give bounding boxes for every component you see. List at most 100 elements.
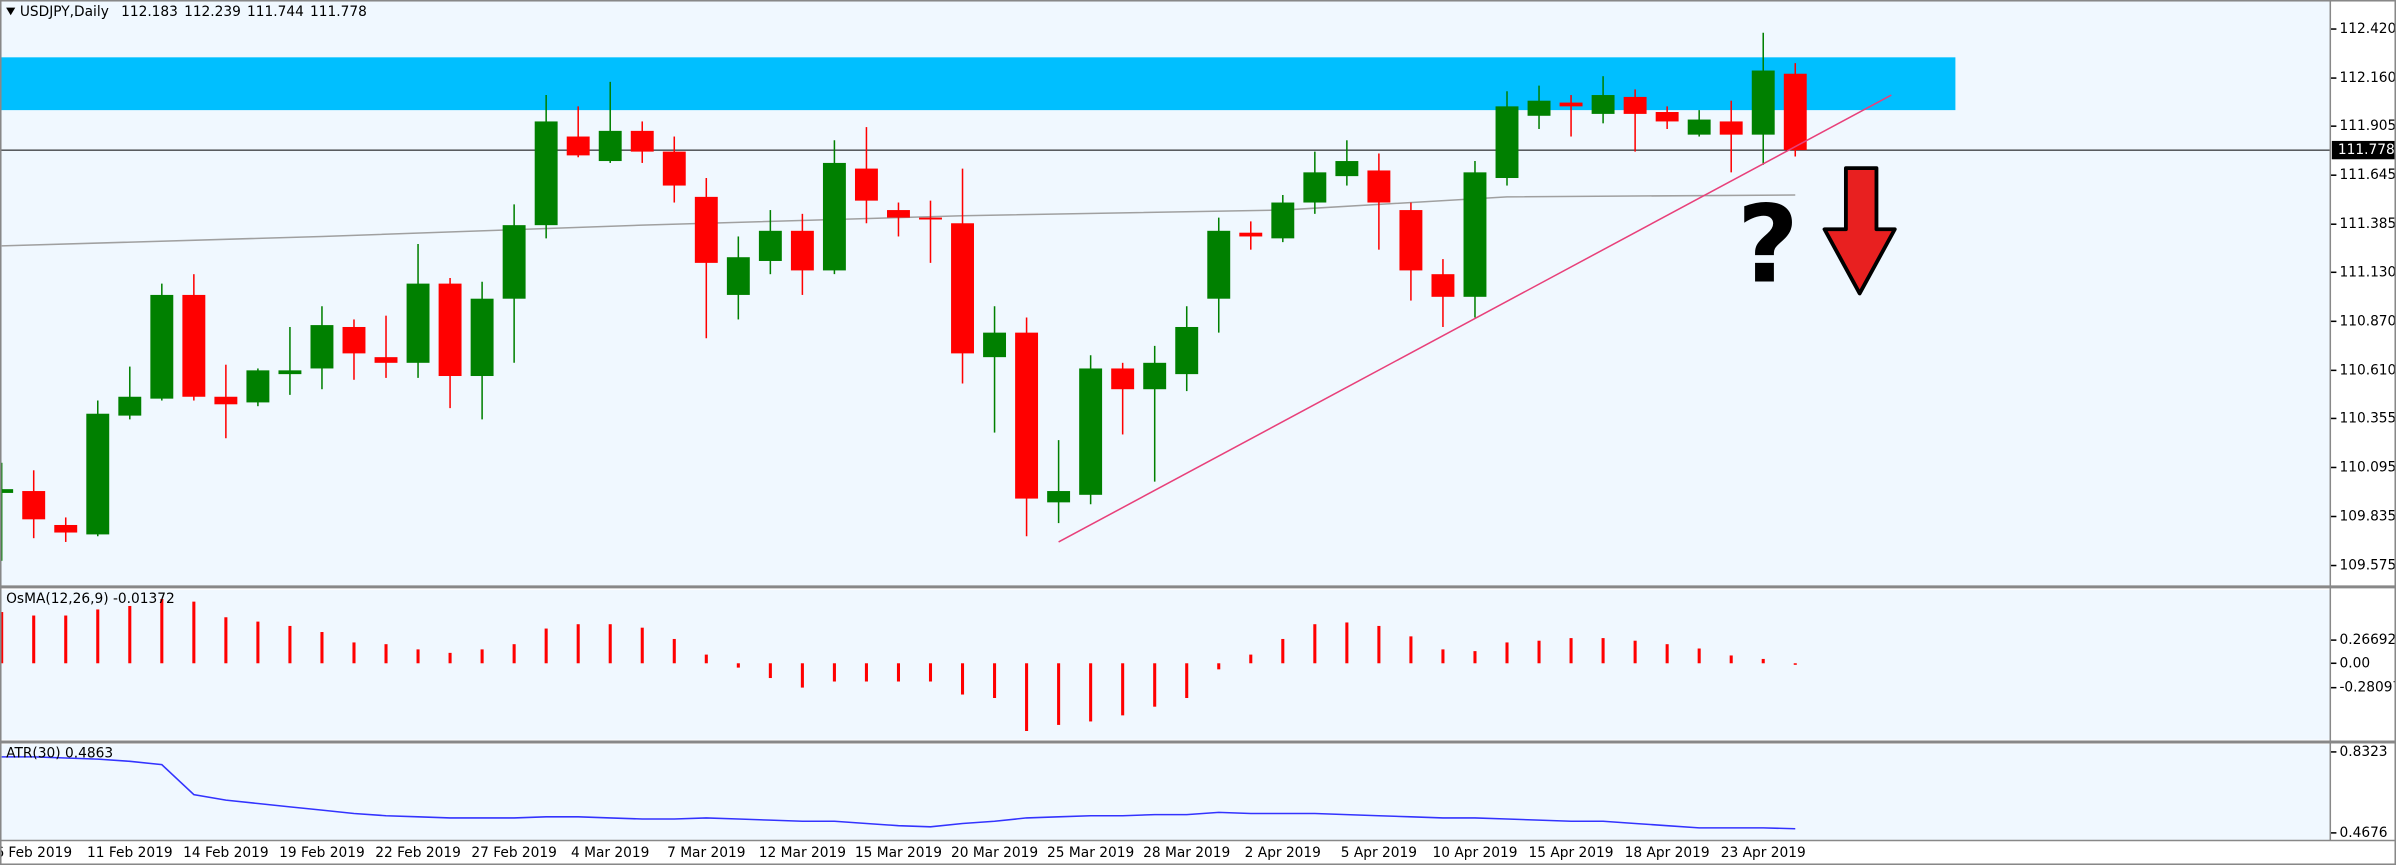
candle-body	[1079, 368, 1103, 495]
candle-body	[630, 130, 654, 152]
candle-body	[438, 283, 462, 377]
candle-body	[1559, 102, 1583, 107]
x-tick-label: 7 Mar 2019	[667, 845, 745, 861]
candle-body	[22, 491, 46, 520]
x-tick-label: 15 Apr 2019	[1529, 845, 1614, 861]
candle-body	[1239, 232, 1263, 237]
down-arrow	[1822, 166, 1897, 296]
histogram-bar	[1505, 642, 1509, 664]
histogram-bar	[64, 615, 68, 664]
y-tick-label: -0.28097	[2339, 680, 2396, 696]
osma-panel	[0, 589, 2331, 740]
current-price-box	[2331, 140, 2396, 160]
candle-body	[951, 223, 974, 354]
y-tick-label: 111.905	[2339, 118, 2396, 134]
histogram-bar	[320, 632, 324, 664]
candle-body	[86, 413, 110, 535]
candle-body	[342, 326, 366, 354]
candle-body	[1047, 491, 1071, 503]
histogram-bar	[1121, 663, 1125, 716]
histogram-bar	[993, 663, 997, 699]
x-tick-label: 20 Mar 2019	[951, 845, 1038, 861]
histogram-bar	[800, 663, 804, 688]
candle-body	[1207, 230, 1231, 299]
candle-body	[1751, 70, 1775, 135]
candle-body	[1719, 121, 1743, 135]
histogram-bar	[928, 663, 933, 682]
candle-body	[1495, 106, 1519, 179]
histogram-bar	[1345, 622, 1349, 664]
y-tick-label: 0.8323	[2339, 744, 2387, 760]
candle-body	[1271, 202, 1295, 239]
histogram-bar	[256, 621, 260, 664]
histogram-bar	[448, 652, 452, 664]
candle-body	[662, 151, 686, 186]
x-tick-label: 2 Apr 2019	[1245, 845, 1321, 861]
candle-body	[374, 357, 398, 363]
histogram-bar	[704, 654, 708, 664]
histogram-bar	[640, 627, 644, 664]
histogram-bar	[1409, 636, 1413, 664]
x-tick-label: 25 Mar 2019	[1047, 845, 1134, 861]
candle-body	[790, 230, 814, 271]
candle-body	[694, 196, 718, 263]
candle-body	[470, 298, 494, 377]
header-triangle	[6, 7, 16, 16]
y-tick-label: 110.870	[2339, 313, 2396, 329]
y-tick-label: 0.00	[2339, 655, 2370, 671]
current-price-label: 111.778	[2338, 142, 2395, 158]
x-tick-label: 12 Mar 2019	[759, 845, 846, 861]
histogram-bar	[1793, 663, 1797, 665]
x-tick-label: 28 Mar 2019	[1143, 845, 1230, 861]
histogram-bar	[544, 628, 548, 664]
y-tick-label: 111.385	[2339, 216, 2396, 232]
histogram-bar	[576, 624, 580, 664]
histogram-bar	[1089, 663, 1093, 722]
histogram-bar	[608, 624, 612, 664]
histogram-bar	[288, 625, 292, 664]
histogram-bar	[1313, 624, 1317, 664]
x-tick-label: 6 Feb 2019	[0, 845, 72, 861]
candle-body	[983, 332, 1007, 358]
high-value: 112.239	[184, 4, 241, 20]
histogram-bar	[864, 663, 868, 682]
y-tick-label: 110.095	[2339, 459, 2396, 475]
candle-body	[758, 230, 782, 261]
indicator-line	[1, 756, 1796, 830]
histogram-bar	[1697, 648, 1701, 664]
candle-body	[150, 294, 174, 399]
histogram-bar	[384, 644, 388, 664]
histogram-bar	[672, 638, 676, 664]
candle-body	[919, 217, 942, 220]
histogram-bar	[1473, 651, 1477, 664]
histogram-bar	[1377, 625, 1381, 664]
open-value: 112.183	[121, 4, 178, 20]
candle-body	[1783, 73, 1807, 151]
candle-body	[1399, 210, 1423, 271]
candle-body	[406, 283, 430, 363]
candle-body	[726, 257, 750, 295]
histogram-bar	[128, 605, 132, 664]
histogram-bar	[224, 617, 228, 664]
y-tick-label: 0.26692	[2339, 632, 2396, 648]
histogram-bar	[32, 615, 36, 664]
histogram-bar	[0, 612, 4, 664]
histogram-bar	[1025, 663, 1029, 731]
candle-body	[118, 396, 142, 416]
x-tick-label: 10 Apr 2019	[1432, 845, 1517, 861]
y-tick-label: 109.575	[2339, 558, 2396, 574]
histogram-bar	[1569, 638, 1573, 664]
atr-title: ATR(30) 0.4863	[6, 745, 113, 761]
x-tick-label: 22 Feb 2019	[375, 845, 461, 861]
histogram-bar	[960, 663, 965, 695]
histogram-bar	[480, 649, 484, 664]
candle-body	[1111, 368, 1135, 390]
x-tick-label: 5 Apr 2019	[1341, 845, 1417, 861]
candle-body	[598, 130, 622, 162]
histogram-bar	[1633, 640, 1637, 664]
candle-body	[822, 162, 846, 271]
symbol: USDJPY,Daily	[20, 4, 109, 20]
x-tick-label: 27 Feb 2019	[471, 845, 557, 861]
y-tick-label: 112.160	[2339, 70, 2396, 86]
y-tick-label: 112.420	[2339, 21, 2396, 37]
